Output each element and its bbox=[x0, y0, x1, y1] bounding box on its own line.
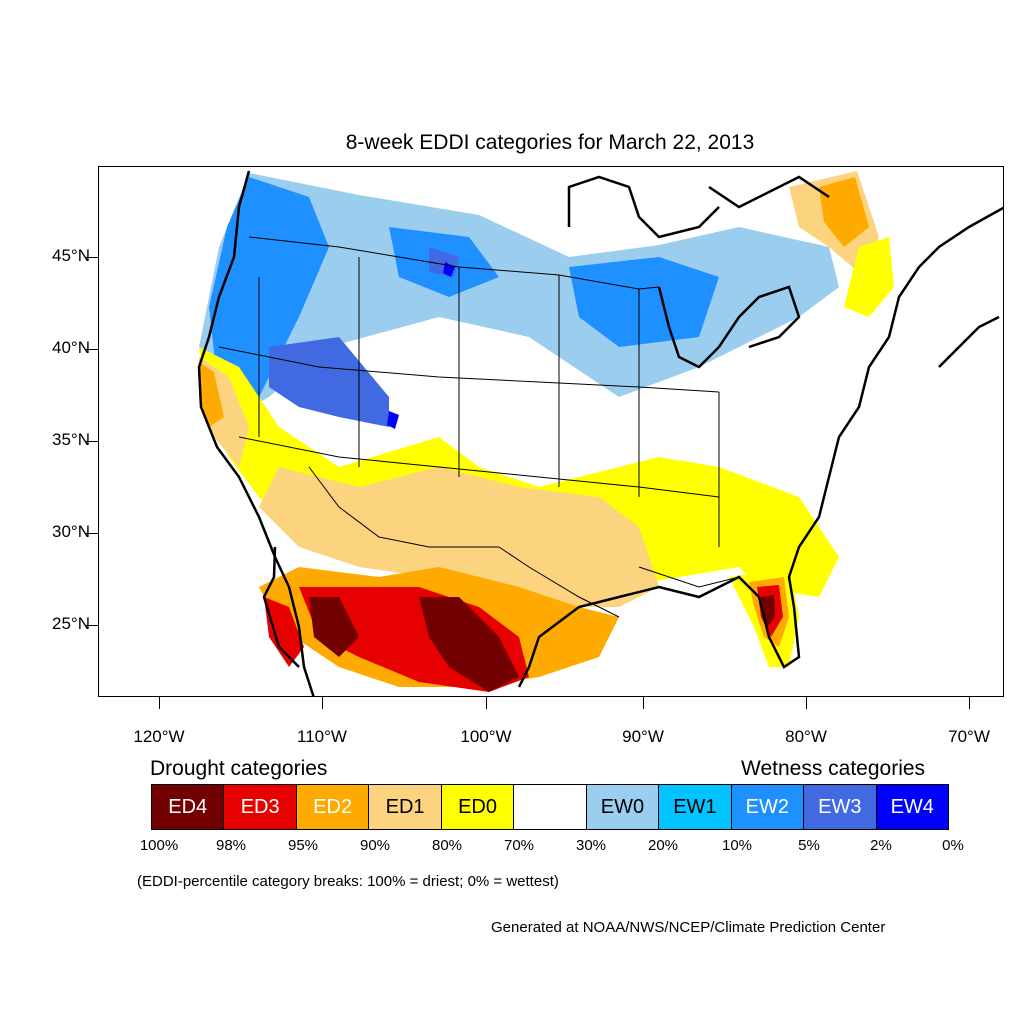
lat-tick bbox=[86, 441, 98, 442]
region-ed3-baja bbox=[264, 597, 304, 667]
legend-ed0: ED0 bbox=[441, 785, 515, 829]
pct-label: 95% bbox=[287, 837, 319, 854]
lat-tick bbox=[86, 625, 98, 626]
drought-heading: Drought categories bbox=[150, 757, 328, 780]
legend-normal bbox=[514, 785, 587, 829]
state-borders bbox=[218, 236, 740, 618]
legend-ew2: EW2 bbox=[731, 785, 805, 829]
map-title: 8-week EDDI categories for March 22, 201… bbox=[345, 131, 755, 154]
lon-tick bbox=[159, 697, 160, 709]
credit-line: Generated at NOAA/NWS/NCEP/Climate Predi… bbox=[491, 919, 886, 936]
lon-tick bbox=[643, 697, 644, 709]
region-ed4-florida bbox=[761, 595, 775, 627]
eddi-map bbox=[98, 166, 1004, 697]
region-ed1-southwest bbox=[259, 467, 659, 607]
region-ed2-california bbox=[199, 362, 224, 427]
legend-ew4: EW4 bbox=[876, 785, 948, 829]
region-ew2-greatlakes bbox=[569, 257, 719, 347]
legend-ew0: EW0 bbox=[586, 785, 660, 829]
lat-label-45: 45°N bbox=[52, 246, 90, 265]
lon-label-90: 90°W bbox=[622, 727, 664, 746]
lon-label-120: 120°W bbox=[133, 727, 185, 746]
region-ew3-rockies bbox=[269, 337, 389, 427]
pct-label: 20% bbox=[647, 837, 679, 854]
legend-ed4: ED4 bbox=[152, 785, 225, 829]
region-ew0-north bbox=[199, 173, 839, 427]
lat-label-30: 30°N bbox=[52, 522, 90, 541]
pct-label: 100% bbox=[139, 837, 179, 854]
map-canvas bbox=[197, 170, 1003, 696]
legend-ew3: EW3 bbox=[804, 785, 877, 829]
lat-label-35: 35°N bbox=[52, 430, 90, 449]
pct-label: 30% bbox=[575, 837, 607, 854]
legend-ed2: ED2 bbox=[296, 785, 370, 829]
legend-ew1: EW1 bbox=[659, 785, 732, 829]
region-ew4-wyoming bbox=[387, 411, 399, 429]
legend-ed1: ED1 bbox=[369, 785, 442, 829]
category-legend: ED4 ED3 ED2 ED1 ED0 EW0 EW1 EW2 EW3 EW4 bbox=[151, 784, 949, 830]
lon-tick bbox=[486, 697, 487, 709]
pct-label: 80% bbox=[431, 837, 463, 854]
lon-label-80: 80°W bbox=[785, 727, 827, 746]
lat-label-40: 40°N bbox=[52, 338, 90, 357]
lon-tick bbox=[806, 697, 807, 709]
region-ew2-northwest bbox=[209, 177, 329, 397]
pct-label: 0% bbox=[942, 837, 964, 854]
lon-label-110: 110°W bbox=[297, 727, 347, 746]
pct-label: 70% bbox=[503, 837, 535, 854]
coastlines bbox=[197, 170, 1003, 696]
lat-tick bbox=[86, 257, 98, 258]
region-ed4-mexico bbox=[419, 597, 519, 692]
lon-label-100: 100°W bbox=[460, 727, 512, 746]
pct-label: 90% bbox=[359, 837, 391, 854]
region-ed0-northeast bbox=[844, 237, 894, 317]
pct-label: 2% bbox=[870, 837, 892, 854]
lon-tick bbox=[322, 697, 323, 709]
pct-label: 98% bbox=[215, 837, 247, 854]
lon-tick bbox=[969, 697, 970, 709]
lat-tick bbox=[86, 349, 98, 350]
lat-label-25: 25°N bbox=[52, 614, 90, 633]
percentile-note: (EDDI-percentile category breaks: 100% =… bbox=[137, 873, 559, 890]
pct-label: 5% bbox=[798, 837, 820, 854]
lat-tick bbox=[86, 533, 98, 534]
region-ed2-northeast bbox=[819, 177, 869, 247]
lon-label-70: 70°W bbox=[948, 727, 990, 746]
pct-label: 10% bbox=[721, 837, 753, 854]
region-ed4-westmexico bbox=[309, 597, 359, 657]
wetness-heading: Wetness categories bbox=[741, 757, 926, 780]
legend-ed3: ED3 bbox=[224, 785, 297, 829]
